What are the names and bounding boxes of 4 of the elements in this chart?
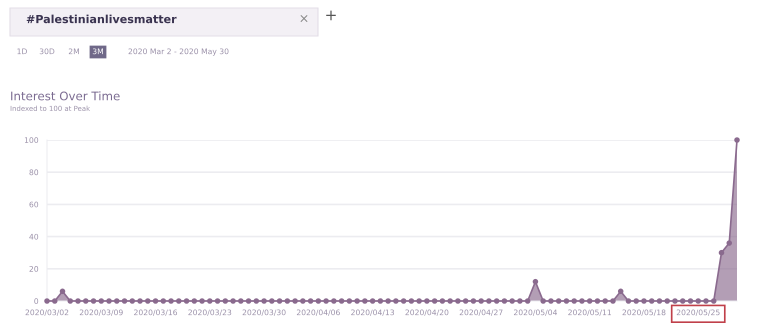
text: #Palestinianlivesmatter — [26, 14, 177, 24]
text: × — [300, 14, 308, 22]
chart-title: Interest Over Time — [11, 91, 120, 100]
text: + — [326, 10, 336, 20]
